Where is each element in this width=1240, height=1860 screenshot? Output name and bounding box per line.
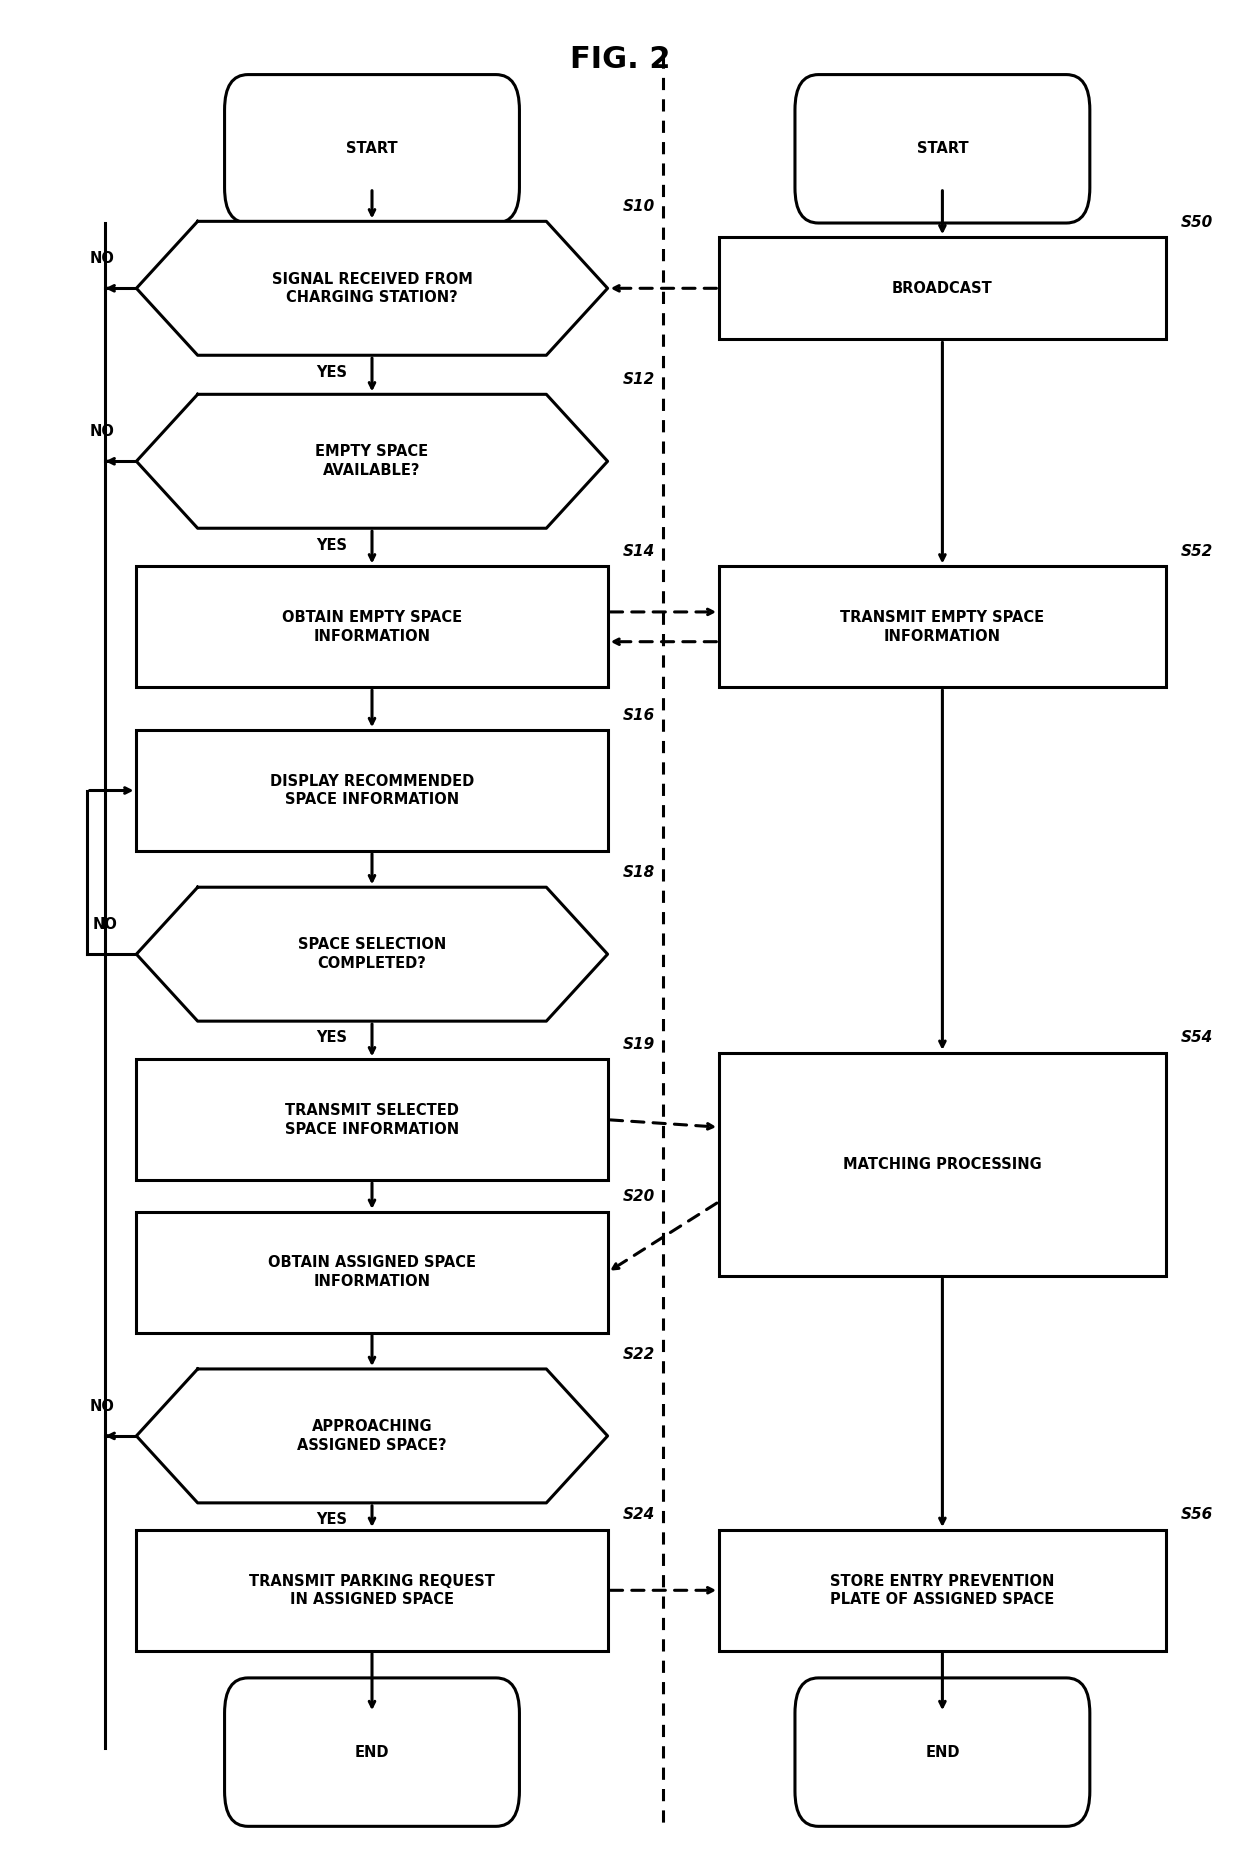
FancyBboxPatch shape (224, 1678, 520, 1827)
Text: END: END (355, 1745, 389, 1760)
FancyBboxPatch shape (136, 731, 608, 852)
Text: YES: YES (316, 1512, 347, 1527)
Text: CONTACTLESS CHARGED VEHICLE
(CONTROLLER): CONTACTLESS CHARGED VEHICLE (CONTROLLER) (241, 74, 503, 104)
Text: CHARGING STATION
(MANAGEMENT DEVICE): CHARGING STATION (MANAGEMENT DEVICE) (849, 74, 1035, 104)
FancyBboxPatch shape (719, 1529, 1166, 1652)
FancyBboxPatch shape (719, 236, 1166, 340)
Text: START: START (346, 141, 398, 156)
Text: OBTAIN ASSIGNED SPACE
INFORMATION: OBTAIN ASSIGNED SPACE INFORMATION (268, 1256, 476, 1289)
Text: S19: S19 (622, 1036, 655, 1053)
Text: NO: NO (89, 424, 114, 439)
FancyBboxPatch shape (136, 1058, 608, 1181)
FancyBboxPatch shape (795, 1678, 1090, 1827)
Text: S12: S12 (622, 372, 655, 387)
Text: TRANSMIT EMPTY SPACE
INFORMATION: TRANSMIT EMPTY SPACE INFORMATION (841, 610, 1044, 644)
Polygon shape (136, 887, 608, 1021)
Text: END: END (925, 1745, 960, 1760)
Text: S14: S14 (622, 543, 655, 560)
Text: S20: S20 (622, 1189, 655, 1205)
Text: NO: NO (89, 251, 114, 266)
Text: TRANSMIT PARKING REQUEST
IN ASSIGNED SPACE: TRANSMIT PARKING REQUEST IN ASSIGNED SPA… (249, 1574, 495, 1607)
Text: OBTAIN EMPTY SPACE
INFORMATION: OBTAIN EMPTY SPACE INFORMATION (281, 610, 463, 644)
Polygon shape (136, 221, 608, 355)
Text: S50: S50 (1180, 214, 1213, 231)
Text: NO: NO (89, 1399, 114, 1414)
Text: DISPLAY RECOMMENDED
SPACE INFORMATION: DISPLAY RECOMMENDED SPACE INFORMATION (270, 774, 474, 807)
Text: SPACE SELECTION
COMPLETED?: SPACE SELECTION COMPLETED? (298, 937, 446, 971)
FancyBboxPatch shape (136, 1213, 608, 1332)
FancyBboxPatch shape (795, 74, 1090, 223)
Text: BROADCAST: BROADCAST (892, 281, 993, 296)
FancyBboxPatch shape (136, 567, 608, 688)
Text: NO: NO (93, 917, 118, 932)
Text: EMPTY SPACE
AVAILABLE?: EMPTY SPACE AVAILABLE? (315, 445, 429, 478)
FancyBboxPatch shape (719, 567, 1166, 688)
Text: S10: S10 (622, 199, 655, 214)
FancyBboxPatch shape (719, 1053, 1166, 1276)
Text: S56: S56 (1180, 1507, 1213, 1521)
Text: YES: YES (316, 538, 347, 552)
Text: YES: YES (316, 365, 347, 379)
Text: YES: YES (316, 1030, 347, 1045)
Text: APPROACHING
ASSIGNED SPACE?: APPROACHING ASSIGNED SPACE? (298, 1419, 446, 1453)
Text: START: START (916, 141, 968, 156)
Text: S24: S24 (622, 1507, 655, 1521)
Text: S22: S22 (622, 1347, 655, 1362)
FancyBboxPatch shape (136, 1529, 608, 1652)
Polygon shape (136, 1369, 608, 1503)
Text: S18: S18 (622, 865, 655, 880)
Polygon shape (136, 394, 608, 528)
Text: S54: S54 (1180, 1030, 1213, 1045)
Text: FIG. 2: FIG. 2 (569, 45, 671, 74)
Text: TRANSMIT SELECTED
SPACE INFORMATION: TRANSMIT SELECTED SPACE INFORMATION (285, 1103, 459, 1136)
FancyBboxPatch shape (224, 74, 520, 223)
Text: STORE ENTRY PREVENTION
PLATE OF ASSIGNED SPACE: STORE ENTRY PREVENTION PLATE OF ASSIGNED… (831, 1574, 1054, 1607)
Text: MATCHING PROCESSING: MATCHING PROCESSING (843, 1157, 1042, 1172)
Text: SIGNAL RECEIVED FROM
CHARGING STATION?: SIGNAL RECEIVED FROM CHARGING STATION? (272, 272, 472, 305)
Text: S52: S52 (1180, 543, 1213, 560)
Text: S16: S16 (622, 707, 655, 724)
